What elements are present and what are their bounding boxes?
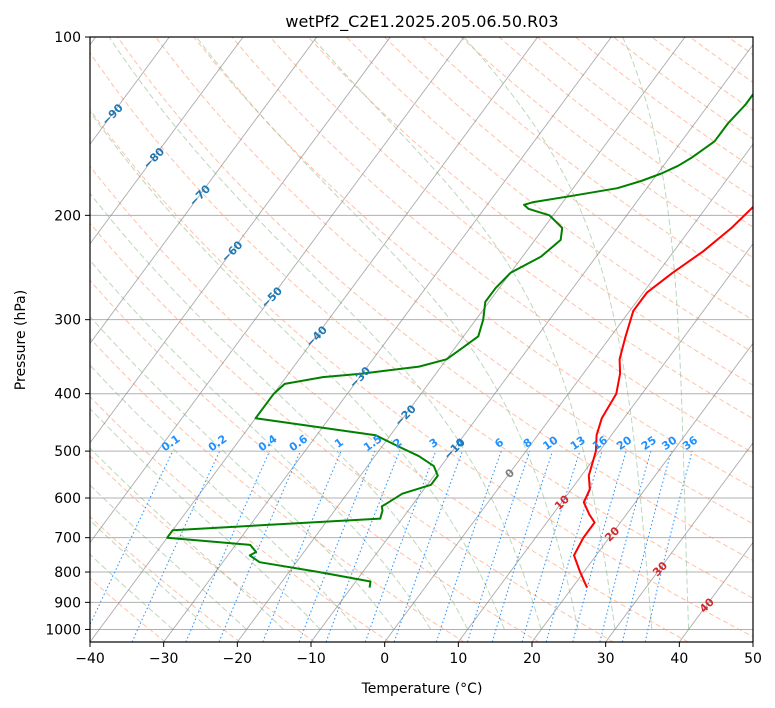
isotherm: [90, 37, 465, 544]
x-tick-label: 20: [523, 651, 541, 667]
x-tick-label: −10: [296, 651, 326, 667]
y-tick-label: 700: [54, 531, 81, 547]
moist-adiabat: [90, 259, 432, 630]
isotherm: [90, 37, 244, 245]
mixing-ratio-line: [262, 450, 342, 642]
dry-adiabat: [307, 37, 753, 386]
dry-adiabat: [90, 515, 241, 642]
y-tick-label: 900: [54, 595, 81, 611]
y-tick-label: 200: [54, 208, 81, 224]
isotherm: [90, 37, 539, 642]
mixing-ratio-line: [364, 450, 437, 642]
x-tick-label: 50: [744, 651, 762, 667]
isotherm: [310, 43, 753, 642]
moist-adiabat: [90, 364, 358, 630]
isotherm: [605, 442, 753, 642]
mixing-ratio-line: [599, 450, 652, 642]
moist-adiabat: [90, 447, 284, 630]
mixing-ratio-line: [491, 450, 553, 642]
dry-adiabat: [90, 51, 753, 599]
isotherm: [752, 641, 753, 642]
x-tick-label: 30: [597, 651, 615, 667]
plot-frame: [89, 36, 754, 643]
dry-adiabat: [422, 37, 753, 290]
mixing-ratio-line: [185, 450, 271, 642]
background-lines: [90, 37, 775, 642]
y-tick-label: 500: [54, 444, 81, 460]
isotherm: [236, 37, 686, 642]
y-tick-label: 400: [54, 387, 81, 403]
y-tick-label: 1000: [45, 622, 81, 638]
x-tick-label: 10: [449, 651, 467, 667]
dry-adiabat: [269, 37, 753, 420]
mixing-ratio-line: [393, 450, 463, 642]
mixing-ratio-line: [621, 450, 672, 642]
dry-adiabat: [155, 37, 753, 525]
y-tick-label: 600: [54, 491, 81, 507]
dry-adiabat: [384, 37, 753, 321]
dry-adiabat: [90, 395, 390, 642]
dry-adiabat: [90, 279, 540, 642]
isotherm: [90, 37, 391, 444]
isotherm: [163, 37, 612, 642]
isotherm: [90, 37, 170, 146]
dry-adiabat: [193, 37, 753, 489]
moist-adiabat: [90, 407, 321, 630]
x-tick-label: −30: [149, 651, 179, 667]
mixing-ratio-line: [572, 450, 627, 642]
mixing-ratio-line: [521, 450, 581, 642]
dry-adiabat: [90, 222, 614, 642]
mixing-ratio-line: [298, 450, 376, 642]
x-axis-label: Temperature (°C): [361, 681, 483, 697]
moist-adiabat: [90, 315, 395, 630]
isotherm: [90, 37, 318, 345]
x-axis: −40 −30 −20 −10 0 10 20 30 40 50: [75, 642, 762, 667]
isotherm: [531, 342, 753, 642]
y-axis-label: Pressure (hPa): [13, 290, 29, 390]
x-tick-label: 0: [380, 651, 389, 667]
moist-adiabat: [90, 192, 469, 630]
isotherm: [457, 243, 753, 642]
dry-adiabat: [90, 337, 465, 642]
y-tick-label: 300: [54, 313, 81, 329]
dewpoint-profile: [166, 93, 753, 588]
x-tick-label: −20: [223, 651, 253, 667]
moist-adiabat: [622, 37, 690, 630]
y-tick-label: 100: [54, 30, 81, 46]
moist-adiabat: [90, 110, 505, 630]
mixing-ratio-line: [644, 450, 693, 642]
chart-title: wetPf2_C2E1.2025.205.06.50.R03: [285, 12, 558, 32]
dry-adiabat: [90, 165, 689, 642]
y-axis: 100 200 300 400 500 600 700 800 900 1000: [45, 30, 90, 638]
dry-adiabat: [766, 37, 775, 642]
moist-adiabat: [463, 37, 653, 630]
profiles: [166, 93, 753, 589]
isotherm-label: −100: [53, 57, 85, 89]
mixing-ratio-line: [435, 450, 502, 642]
mixing-ratio-line: [545, 450, 603, 642]
moist-adiabat: [108, 37, 542, 630]
temperature-profile: [573, 205, 753, 589]
x-tick-label: −40: [75, 651, 105, 667]
mixing-ratio-line: [218, 450, 301, 642]
mixing-ratio-line: [325, 450, 401, 642]
x-tick-label: 40: [670, 651, 688, 667]
y-tick-label: 800: [54, 565, 81, 581]
dry-adiabat: [90, 577, 166, 642]
moist-adiabat: [196, 37, 579, 630]
isotherm: [384, 143, 753, 642]
mixing-ratio-line: [467, 450, 531, 642]
